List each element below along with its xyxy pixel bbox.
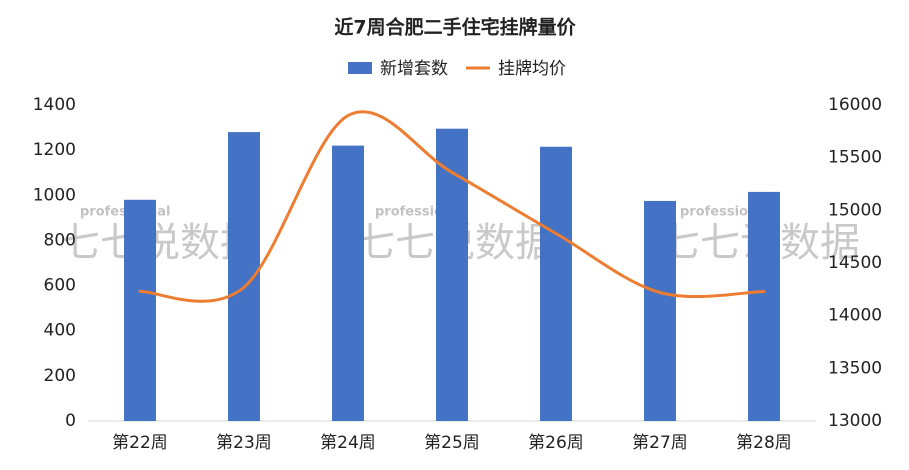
legend-label: 新增套数 <box>380 59 448 79</box>
watermark-main: 七七说数据 <box>60 220 260 266</box>
chart-title: 近7周合肥二手住宅挂牌量价 <box>334 16 576 39</box>
watermark-small: professional <box>680 205 770 220</box>
y-tick-label: 600 <box>44 276 76 296</box>
legend-label: 挂牌均价 <box>498 59 566 79</box>
x-tick-label: 第26周 <box>528 433 584 453</box>
y-tick-label: 1200 <box>33 140 76 160</box>
y2-tick-label: 14000 <box>828 306 882 326</box>
legend-swatch <box>348 62 372 74</box>
bar <box>644 200 676 421</box>
y-tick-label: 1000 <box>33 185 76 205</box>
bar <box>540 146 572 421</box>
y-tick-label: 200 <box>44 366 76 386</box>
x-tick-label: 第25周 <box>424 433 480 453</box>
y-tick-label: 0 <box>65 411 76 431</box>
y-tick-label: 400 <box>44 321 76 341</box>
bar <box>124 199 156 421</box>
x-tick-label: 第24周 <box>320 433 376 453</box>
line <box>138 110 766 303</box>
y2-tick-label: 13500 <box>828 358 882 378</box>
y2-tick-label: 15500 <box>828 148 882 168</box>
y2-tick-label: 15000 <box>828 200 882 220</box>
bar <box>748 191 780 421</box>
x-tick-label: 第23周 <box>216 433 272 453</box>
bar <box>332 145 364 421</box>
y2-tick-label: 14500 <box>828 253 882 273</box>
x-tick-label: 第22周 <box>112 433 168 453</box>
y-tick-label: 1400 <box>33 95 76 115</box>
y-tick-label: 800 <box>44 230 76 250</box>
y2-tick-label: 16000 <box>828 95 882 115</box>
x-tick-label: 第27周 <box>632 433 688 453</box>
x-tick-label: 第28周 <box>736 433 792 453</box>
y2-tick-label: 13000 <box>828 411 882 431</box>
